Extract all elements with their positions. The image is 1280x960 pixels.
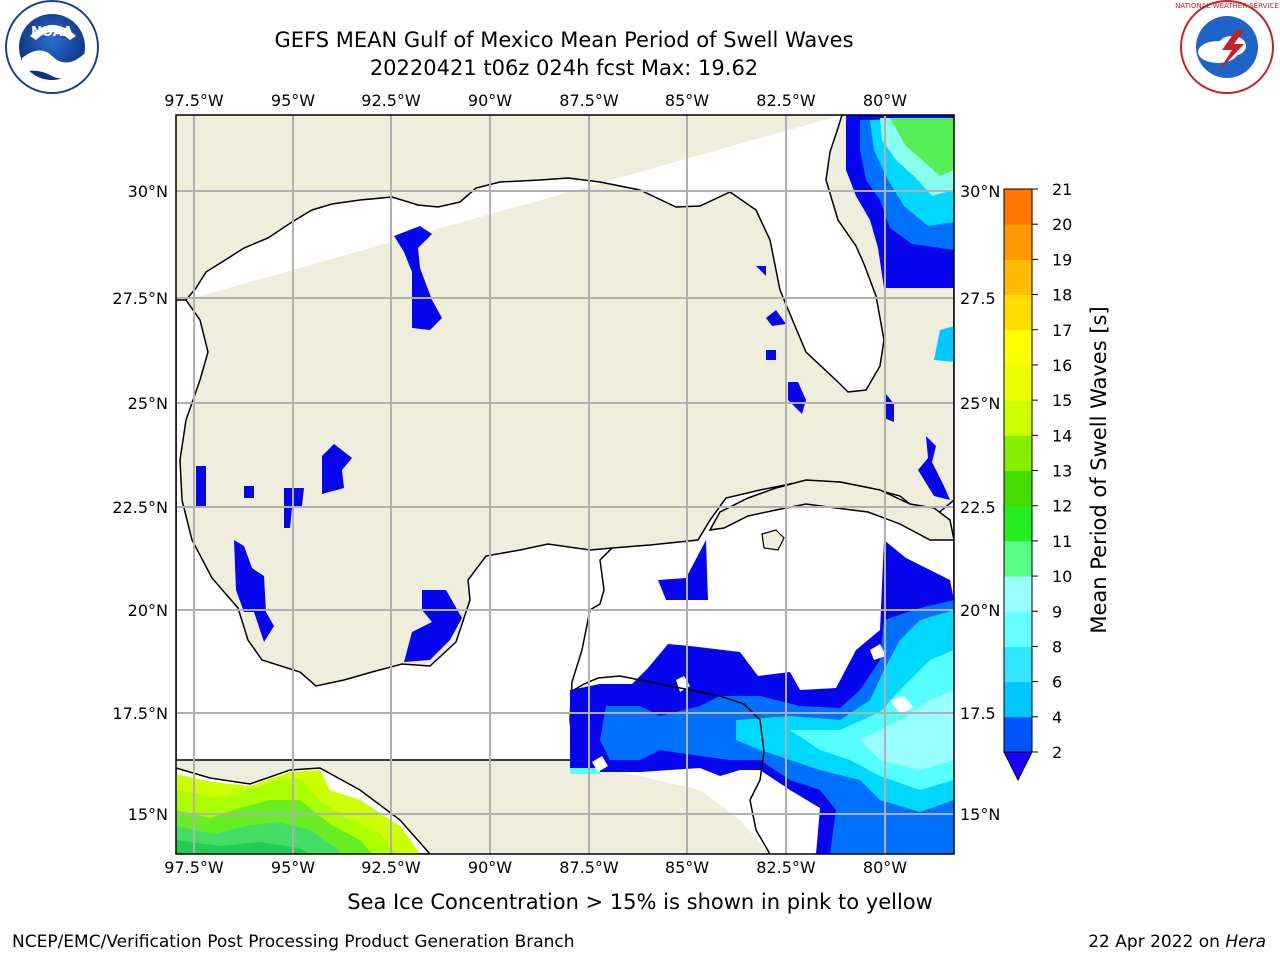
lat-tick-left: 17.5°N: [112, 704, 168, 723]
colorbar-segment: [1004, 364, 1032, 401]
map-frame: [175, 114, 955, 855]
nws-logo: NATIONAL WEATHER SERVICE: [1175, 0, 1279, 94]
colorbar-segment: [1004, 540, 1032, 577]
lon-tick-bottom: 82.5°W: [756, 858, 816, 877]
colorbar-segment: [1004, 505, 1032, 542]
noaa-logo: NOAA: [5, 0, 99, 94]
colorbar-tick-label: 9: [1052, 602, 1062, 621]
chart-title: GEFS MEAN Gulf of Mexico Mean Period of …: [274, 26, 853, 82]
colorbar-tick-label: 16: [1052, 356, 1072, 375]
colorbar-tick-label: 4: [1052, 708, 1062, 727]
lon-tick-top: 82.5°W: [756, 91, 816, 110]
colorbar-tick-label: 21: [1052, 180, 1072, 199]
colorbar: 2 4 6 8 9 10 11 12 13 14 15 16 17 18 19 20 21 Mean Perio…: [1003, 180, 1111, 782]
lon-tick-top: 80°W: [863, 91, 907, 110]
colorbar-segment: [1004, 329, 1032, 366]
lat-tick-left: 15°N: [128, 805, 168, 824]
colorbar-tick-label: 8: [1052, 637, 1062, 656]
footer-credit: NCEP/EMC/Verification Post Processing Pr…: [12, 932, 575, 952]
lat-tick-left: 27.5°N: [112, 289, 168, 308]
colorbar-segment: [1004, 646, 1032, 683]
map-gridlines: [176, 115, 954, 854]
lon-tick-bottom: 97.5°W: [164, 858, 224, 877]
lon-tick-bottom: 95°W: [271, 858, 315, 877]
colorbar-segment: [1004, 400, 1032, 436]
lon-ticks-top: 97.5°W 95°W 92.5°W 90°W 87.5°W 85°W 82.5…: [164, 91, 907, 110]
colorbar-tick-label: 13: [1052, 462, 1072, 481]
colorbar-segment: [1004, 189, 1032, 225]
lat-tick-left: 25°N: [128, 394, 168, 413]
swell-period-field: [176, 115, 954, 854]
footer-host: Hera: [1225, 932, 1266, 952]
lat-ticks-right: 30°N 27.5 25°N 22.5 20°N 17.5 15°N: [960, 182, 1000, 824]
noaa-logo-text: NOAA: [31, 25, 73, 40]
lat-tick-right: 22.5: [960, 498, 996, 517]
sea-ice-note: Sea Ice Concentration > 15% is shown in …: [347, 890, 933, 914]
colorbar-segment: [1004, 576, 1032, 612]
colorbar-segment: [1004, 611, 1032, 647]
lon-tick-top: 90°W: [468, 91, 512, 110]
colorbar-label: Mean Period of Swell Waves [s]: [1087, 306, 1111, 633]
colorbar-segment: [1004, 470, 1032, 507]
lon-tick-bottom: 80°W: [863, 858, 907, 877]
colorbar-segment: [1004, 294, 1032, 331]
colorbar-tick-label: 6: [1052, 673, 1062, 692]
nws-logo-text: NATIONAL WEATHER SERVICE: [1175, 2, 1279, 10]
cuba-island: [708, 479, 954, 541]
colorbar-segment: [1004, 435, 1032, 471]
lon-tick-bottom: 85°W: [665, 858, 709, 877]
lat-tick-left: 20°N: [128, 601, 168, 620]
colorbar-tick-label: 14: [1052, 426, 1072, 445]
gulf-of-mexico-ocean: [176, 115, 954, 854]
title-line-2: 20220421 t06z 024h fcst Max: 19.62: [369, 56, 759, 80]
colorbar-segment: [1004, 681, 1032, 718]
central-america-coastline: [573, 675, 771, 854]
lat-tick-right: 27.5: [960, 289, 996, 308]
lat-tick-right: 25°N: [960, 394, 1000, 413]
lon-tick-top: 87.5°W: [559, 91, 619, 110]
colorbar-tick-label: 20: [1052, 215, 1072, 234]
colorbar-extend-triangle: [1003, 751, 1033, 782]
lon-tick-bottom: 90°W: [468, 858, 512, 877]
colorbar-segment: [1004, 716, 1032, 753]
colorbar-ticks: 2 4 6 8 9 10 11 12 13 14 15 16 17 18 19 20 21: [1032, 180, 1072, 762]
colorbar-segments: [1004, 189, 1032, 753]
colorbar-tick-label: 2: [1052, 743, 1062, 762]
isle-of-youth: [761, 529, 785, 551]
colorbar-tick-label: 12: [1052, 497, 1072, 516]
lat-tick-right: 15°N: [960, 805, 1000, 824]
footer-date-text: 22 Apr 2022 on: [1088, 932, 1226, 952]
colorbar-tick-label: 19: [1052, 250, 1072, 269]
lat-tick-right: 17.5: [960, 704, 996, 723]
lat-tick-left: 22.5°N: [112, 498, 168, 517]
lon-tick-top: 85°W: [665, 91, 709, 110]
title-line-1: GEFS MEAN Gulf of Mexico Mean Period of …: [274, 28, 854, 52]
lon-tick-top: 95°W: [271, 91, 315, 110]
colorbar-segment: [1004, 259, 1032, 296]
colorbar-tick-label: 17: [1052, 321, 1072, 340]
lon-ticks-bottom: 97.5°W 95°W 92.5°W 90°W 87.5°W 85°W 82.5…: [164, 858, 907, 877]
lon-tick-bottom: 92.5°W: [361, 858, 421, 877]
lon-tick-top: 97.5°W: [164, 91, 224, 110]
colorbar-tick-label: 11: [1052, 532, 1072, 551]
colorbar-tick-label: 10: [1052, 567, 1072, 586]
colorbar-segment: [1004, 224, 1032, 260]
colorbar-tick-label: 18: [1052, 286, 1072, 305]
lon-tick-bottom: 87.5°W: [559, 858, 619, 877]
colorbar-tick-label: 15: [1052, 391, 1072, 410]
lat-tick-right: 20°N: [960, 601, 1000, 620]
footer-date: 22 Apr 2022 on Hera: [1088, 932, 1266, 952]
lat-tick-left: 30°N: [128, 182, 168, 201]
lon-tick-top: 92.5°W: [361, 91, 421, 110]
lat-ticks-left: 30°N 27.5°N 25°N 22.5°N 20°N 17.5°N 15°N: [112, 182, 168, 824]
lat-tick-right: 30°N: [960, 182, 1000, 201]
